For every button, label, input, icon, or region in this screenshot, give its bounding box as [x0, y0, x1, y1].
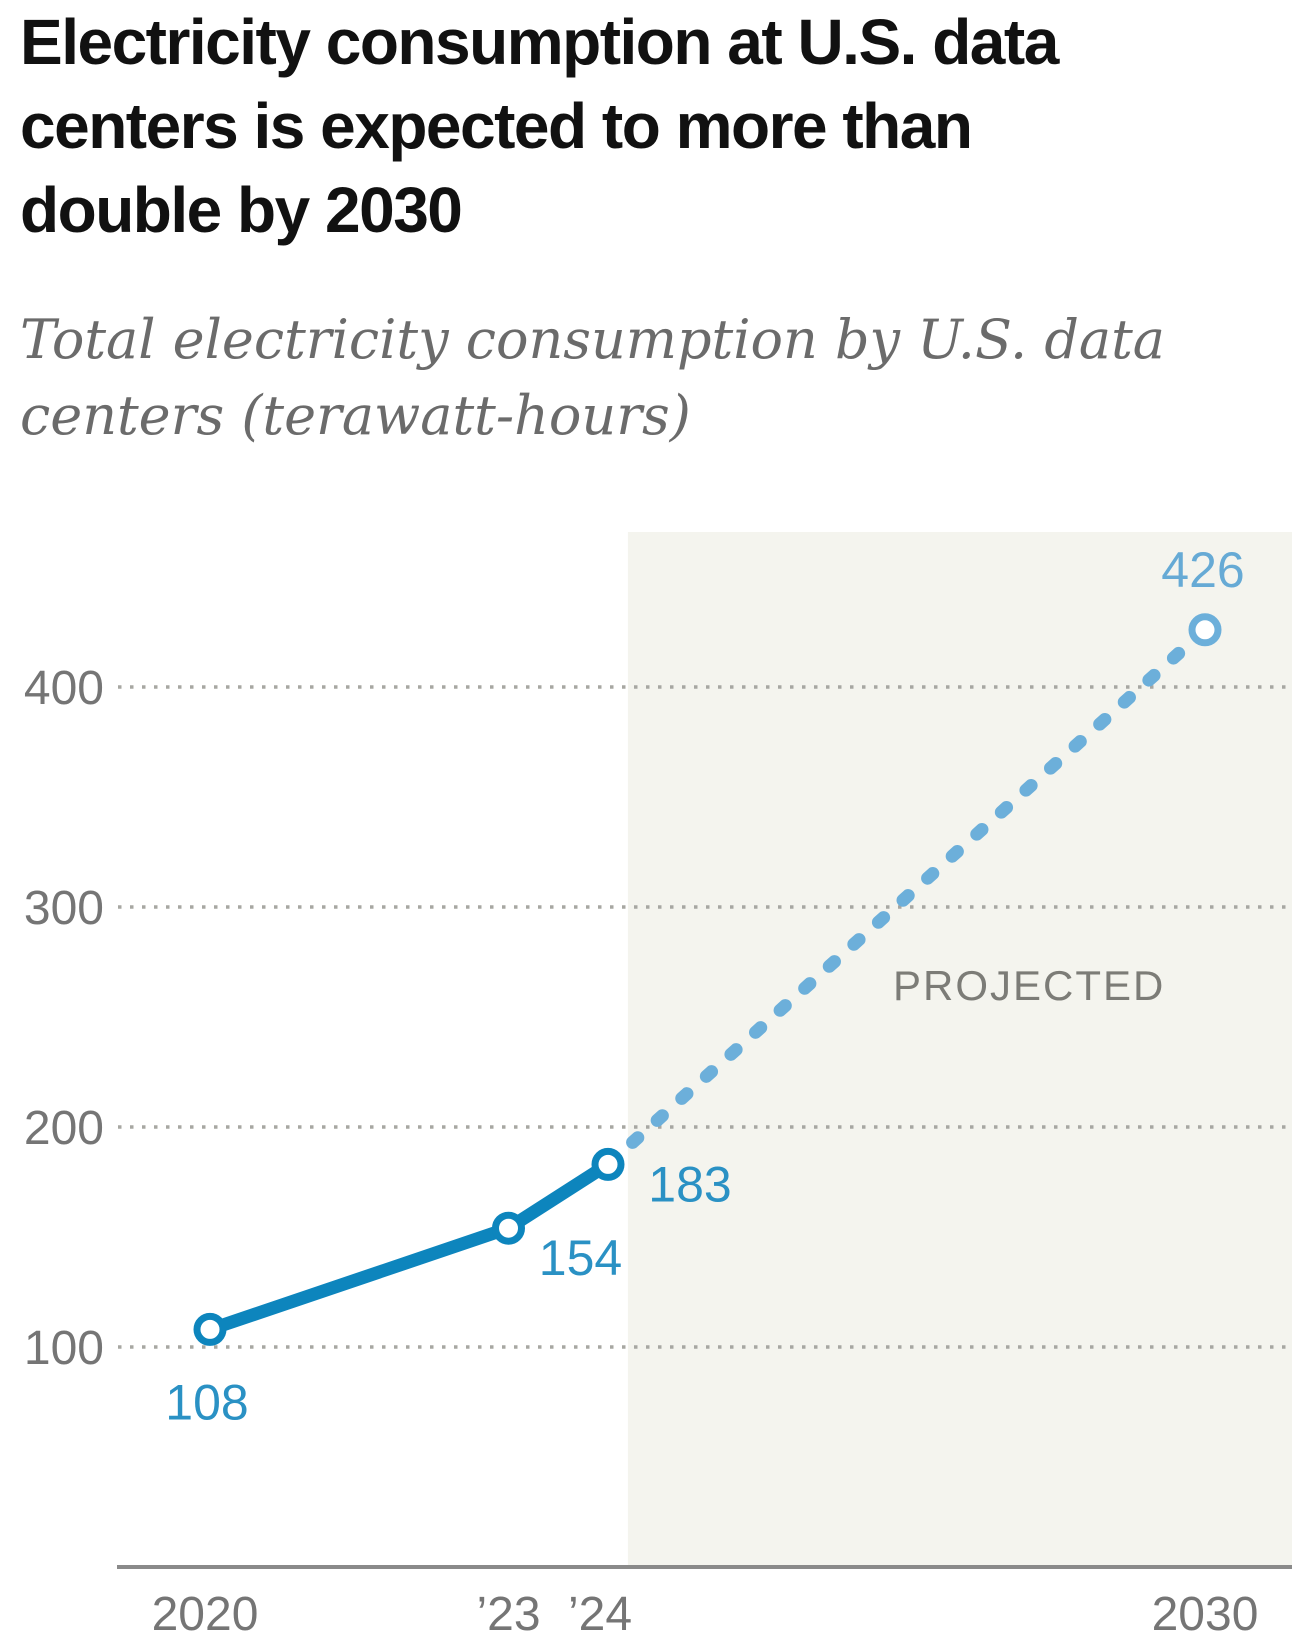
projected-annotation: PROJECTED: [893, 962, 1165, 1009]
data-point-2023: [492, 1211, 525, 1245]
y-tick-400: 400: [24, 662, 104, 715]
y-tick-100: 100: [24, 1322, 104, 1375]
y-tick-300: 300: [24, 882, 104, 935]
point-label-2023: 154: [539, 1230, 622, 1286]
point-label-2030: 426: [1161, 542, 1244, 598]
projected-line: [601, 623, 1212, 1171]
data-point-2030: [1188, 613, 1222, 647]
y-tick-200: 200: [24, 1102, 104, 1155]
title-line-3: double by 2030: [20, 174, 463, 246]
title-line-2: centers is expected to more than: [20, 90, 973, 162]
x-tick-2030: 2030: [1152, 1588, 1259, 1641]
data-point-2024: [591, 1147, 625, 1181]
x-tick-2024: ’24: [568, 1588, 632, 1641]
title-line-1: Electricity consumption at U.S. data: [20, 6, 1059, 78]
subtitle-line-2: centers (terawatt-hours): [20, 384, 691, 447]
subtitle-line-1: Total electricity consumption by U.S. da…: [20, 308, 1165, 371]
point-label-2024: 183: [648, 1156, 731, 1212]
x-tick-2020: 2020: [152, 1588, 259, 1641]
chart-subtitle: Total electricity consumption by U.S. da…: [20, 302, 1282, 454]
data-point-2020: [193, 1312, 227, 1346]
page-title: Electricity consumption at U.S. data cen…: [20, 0, 1282, 252]
x-tick-2023: ’23: [476, 1588, 540, 1641]
point-label-2020: 108: [165, 1374, 248, 1430]
